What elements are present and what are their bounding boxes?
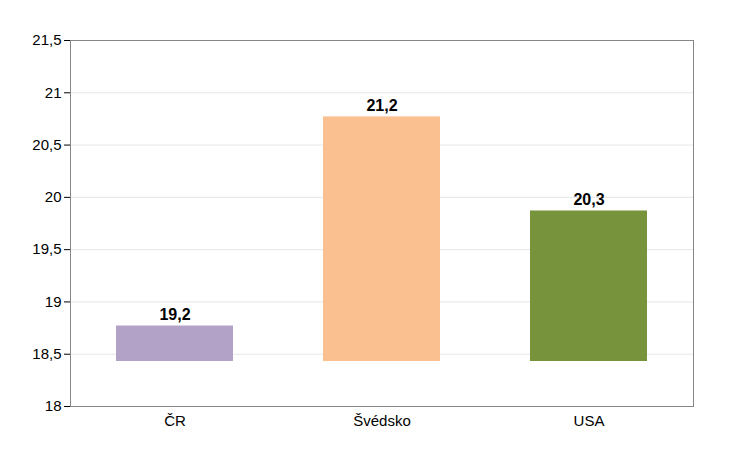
svg-text:20,5: 20,5	[32, 136, 61, 153]
svg-text:ČR: ČR	[164, 412, 186, 429]
svg-text:21,2: 21,2	[366, 97, 397, 114]
svg-text:Švédsko: Švédsko	[353, 412, 411, 429]
svg-text:21: 21	[45, 84, 62, 101]
svg-text:18,5: 18,5	[32, 345, 61, 362]
svg-text:18: 18	[45, 397, 62, 414]
svg-text:19: 19	[45, 293, 62, 310]
svg-text:19,5: 19,5	[32, 240, 61, 257]
svg-text:20: 20	[45, 188, 62, 205]
svg-text:20,3: 20,3	[573, 191, 604, 208]
svg-text:USA: USA	[574, 412, 605, 429]
svg-text:21,5: 21,5	[32, 31, 61, 48]
svg-text:19,2: 19,2	[159, 306, 190, 323]
